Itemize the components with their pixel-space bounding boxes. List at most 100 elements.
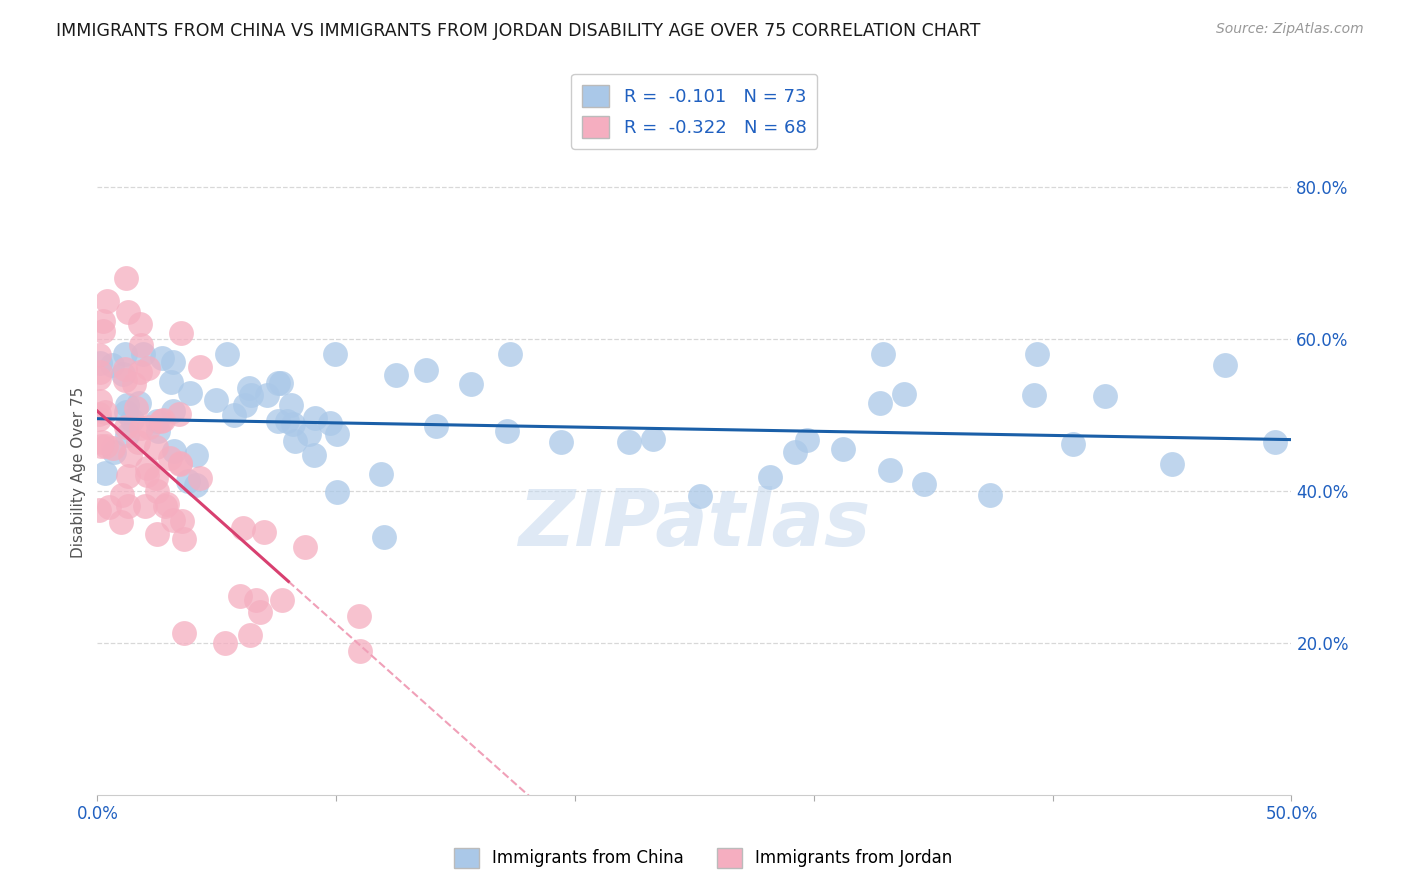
- Point: [114, 405, 136, 419]
- Point: [869, 396, 891, 410]
- Point: [129, 317, 152, 331]
- Point: [186, 449, 208, 463]
- Point: [94, 439, 117, 453]
- Point: [499, 347, 522, 361]
- Point: [87, 412, 110, 426]
- Point: [117, 305, 139, 319]
- Point: [169, 456, 191, 470]
- Point: [111, 488, 134, 502]
- Point: [169, 457, 191, 471]
- Point: [205, 392, 228, 407]
- Point: [215, 347, 238, 361]
- Point: [136, 361, 159, 376]
- Point: [170, 514, 193, 528]
- Point: [91, 324, 114, 338]
- Point: [496, 424, 519, 438]
- Point: [150, 351, 173, 365]
- Text: Source: ZipAtlas.com: Source: ZipAtlas.com: [1216, 22, 1364, 37]
- Point: [872, 347, 894, 361]
- Point: [249, 605, 271, 619]
- Point: [370, 467, 392, 481]
- Point: [146, 414, 169, 428]
- Point: [89, 356, 111, 370]
- Point: [979, 488, 1001, 502]
- Point: [87, 370, 110, 384]
- Point: [785, 445, 807, 459]
- Point: [134, 500, 156, 514]
- Point: [240, 387, 263, 401]
- Point: [270, 376, 292, 390]
- Point: [90, 439, 112, 453]
- Point: [617, 434, 640, 449]
- Point: [120, 448, 142, 462]
- Point: [114, 420, 136, 434]
- Point: [121, 413, 143, 427]
- Legend: Immigrants from China, Immigrants from Jordan: Immigrants from China, Immigrants from J…: [447, 841, 959, 875]
- Point: [879, 463, 901, 477]
- Point: [239, 628, 262, 642]
- Point: [188, 359, 211, 374]
- Point: [831, 442, 853, 456]
- Point: [643, 432, 665, 446]
- Point: [294, 540, 316, 554]
- Point: [93, 405, 115, 419]
- Point: [114, 362, 136, 376]
- Point: [1022, 388, 1045, 402]
- Point: [349, 643, 371, 657]
- Point: [87, 407, 110, 421]
- Point: [129, 365, 152, 379]
- Point: [91, 314, 114, 328]
- Point: [91, 434, 114, 449]
- Point: [232, 521, 254, 535]
- Point: [115, 398, 138, 412]
- Text: IMMIGRANTS FROM CHINA VS IMMIGRANTS FROM JORDAN DISABILITY AGE OVER 75 CORRELATI: IMMIGRANTS FROM CHINA VS IMMIGRANTS FROM…: [56, 22, 980, 40]
- Point: [128, 396, 150, 410]
- Point: [256, 388, 278, 402]
- Point: [115, 271, 138, 285]
- Point: [1213, 358, 1236, 372]
- Point: [173, 532, 195, 546]
- Point: [150, 414, 173, 428]
- Point: [101, 441, 124, 455]
- Point: [110, 515, 132, 529]
- Point: [1264, 434, 1286, 449]
- Legend: R =  -0.101   N = 73, R =  -0.322   N = 68: R = -0.101 N = 73, R = -0.322 N = 68: [571, 74, 817, 149]
- Point: [136, 468, 159, 483]
- Point: [98, 500, 121, 514]
- Point: [188, 471, 211, 485]
- Point: [167, 407, 190, 421]
- Point: [117, 499, 139, 513]
- Point: [224, 408, 246, 422]
- Point: [283, 417, 305, 431]
- Point: [347, 609, 370, 624]
- Point: [160, 376, 183, 390]
- Point: [238, 381, 260, 395]
- Point: [893, 386, 915, 401]
- Point: [162, 513, 184, 527]
- Point: [1025, 347, 1047, 361]
- Point: [162, 354, 184, 368]
- Point: [101, 359, 124, 373]
- Point: [253, 524, 276, 539]
- Point: [127, 435, 149, 450]
- Point: [146, 424, 169, 438]
- Point: [689, 489, 711, 503]
- Point: [114, 347, 136, 361]
- Point: [1062, 437, 1084, 451]
- Point: [267, 414, 290, 428]
- Point: [326, 426, 349, 441]
- Point: [233, 398, 256, 412]
- Point: [425, 419, 447, 434]
- Point: [103, 445, 125, 459]
- Point: [170, 326, 193, 340]
- Point: [323, 347, 346, 361]
- Point: [385, 368, 408, 383]
- Point: [276, 414, 298, 428]
- Point: [115, 427, 138, 442]
- Point: [129, 338, 152, 352]
- Point: [111, 368, 134, 382]
- Point: [373, 530, 395, 544]
- Point: [173, 625, 195, 640]
- Point: [184, 478, 207, 492]
- Point: [415, 363, 437, 377]
